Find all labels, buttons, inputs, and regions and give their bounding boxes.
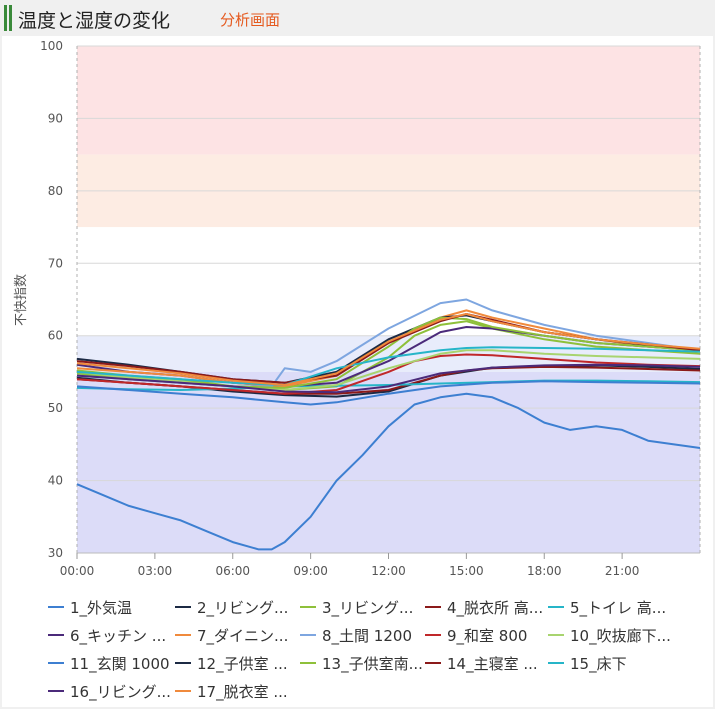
legend-swatch (48, 606, 64, 608)
x-tick-label: 12:00 (371, 564, 406, 578)
y-tick-label: 50 (48, 401, 63, 415)
legend-swatch (175, 690, 191, 692)
legend-swatch (425, 606, 441, 608)
legend-swatch (48, 662, 64, 664)
legend-label: 5_トイレ 高... (570, 599, 667, 617)
legend-label: 3_リビング... (322, 599, 414, 617)
x-tick-label: 03:00 (138, 564, 173, 578)
series-lines (76, 298, 701, 551)
legend-swatch (175, 634, 191, 636)
header-accent-bar (4, 5, 7, 31)
y-tick-label: 80 (48, 184, 63, 198)
y-tick-label: 30 (48, 546, 63, 560)
legend-label: 8_土間 1200 (322, 627, 412, 645)
y-axis-ticks: 30 40 50 60 70 80 90 100 (40, 39, 63, 560)
series-line-5 (76, 379, 701, 391)
legend-label: 17_脱衣室 ... (197, 683, 288, 701)
legend-label: 4_脱衣所 高... (447, 599, 544, 617)
x-tick-label: 18:00 (527, 564, 562, 578)
legend-label: 6_キッチン ... (70, 627, 167, 645)
series-line-16 (76, 363, 701, 394)
legend-label: 1_外気温 (70, 599, 133, 617)
legend-label: 7_ダイニン... (197, 627, 289, 645)
legend-swatch (175, 606, 191, 608)
legend-swatch (548, 606, 564, 608)
legend-swatch (548, 634, 564, 636)
legend-swatch (48, 634, 64, 636)
legend-swatch (300, 606, 316, 608)
legend-label: 13_子供室南... (322, 655, 423, 673)
legend-swatch (300, 662, 316, 664)
legend-label: 16_リビング... (70, 683, 171, 701)
legend-label: 11_玄関 1000 (70, 655, 170, 673)
legend-swatch (425, 634, 441, 636)
legend-swatch (300, 634, 316, 636)
page-title: 温度と湿度の変化 (18, 10, 171, 32)
x-tick-label: 15:00 (449, 564, 484, 578)
series-line-13 (76, 316, 701, 389)
x-tick-label: 06:00 (215, 564, 250, 578)
legend-label: 15_床下 (570, 655, 627, 673)
y-axis-label: 不快指数 (14, 274, 29, 326)
chart-legend: 1_外気温 2_リビング... 3_リビング... 4_脱衣所 高... 5_トイレ 高… (0, 596, 715, 708)
legend-swatch (48, 690, 64, 692)
y-tick-label: 100 (40, 39, 63, 53)
band-3 (77, 371, 700, 553)
y-tick-label: 90 (48, 111, 63, 125)
y-tick-label: 70 (48, 256, 63, 270)
legend-label: 2_リビング... (197, 599, 289, 617)
legend-label: 9_和室 800 (447, 627, 528, 645)
series-line-10 (76, 349, 701, 391)
series-line-15 (76, 346, 701, 386)
x-tick-label: 00:00 (60, 564, 95, 578)
legend-label: 12_子供室 ... (197, 655, 288, 673)
band-0 (77, 46, 700, 155)
header-accent-bar (9, 5, 12, 31)
page-header: 温度と湿度の変化 分析画面 (0, 0, 715, 36)
legend-swatch (425, 662, 441, 664)
line-chart: 30 40 50 60 70 80 90 100 00:00 03:00 06:00 09:00 12… (14, 39, 701, 578)
legend-label: 14_主寝室 ... (447, 655, 538, 673)
series-line-1 (76, 392, 701, 551)
analysis-link[interactable]: 分析画面 (220, 11, 281, 29)
legend-label: 10_吹抜廊下... (570, 627, 671, 645)
legend-swatch (548, 662, 564, 664)
y-tick-label: 60 (48, 329, 63, 343)
x-tick-label: 21:00 (605, 564, 640, 578)
series-line-11 (76, 380, 701, 406)
x-tick-label: 09:00 (293, 564, 328, 578)
x-axis-ticks: 00:00 03:00 06:00 09:00 12:00 15:00 18:00 21:00 (60, 553, 640, 578)
comfort-bands (77, 46, 700, 553)
y-tick-label: 40 (48, 474, 63, 488)
series-line-17 (76, 313, 701, 386)
legend-swatch (175, 662, 191, 664)
